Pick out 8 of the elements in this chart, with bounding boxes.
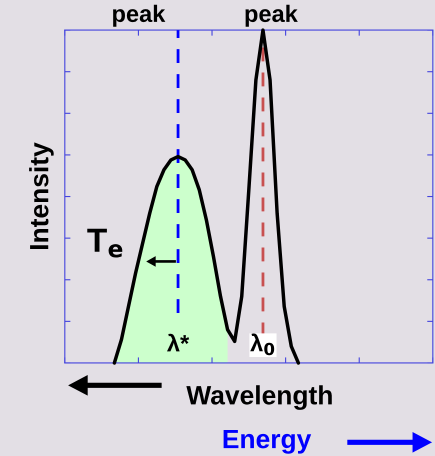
y-axis-title: Intensity [29,142,54,250]
text: peak [246,4,298,27]
annotation: λ* [166,334,190,352]
text: peak [113,4,166,27]
text: Energy [224,430,312,454]
x-axis-title: Wavelength [186,385,332,410]
annotation: T$_{e}$ [87,228,122,258]
annotation: λ$_{0}$ [250,333,274,356]
